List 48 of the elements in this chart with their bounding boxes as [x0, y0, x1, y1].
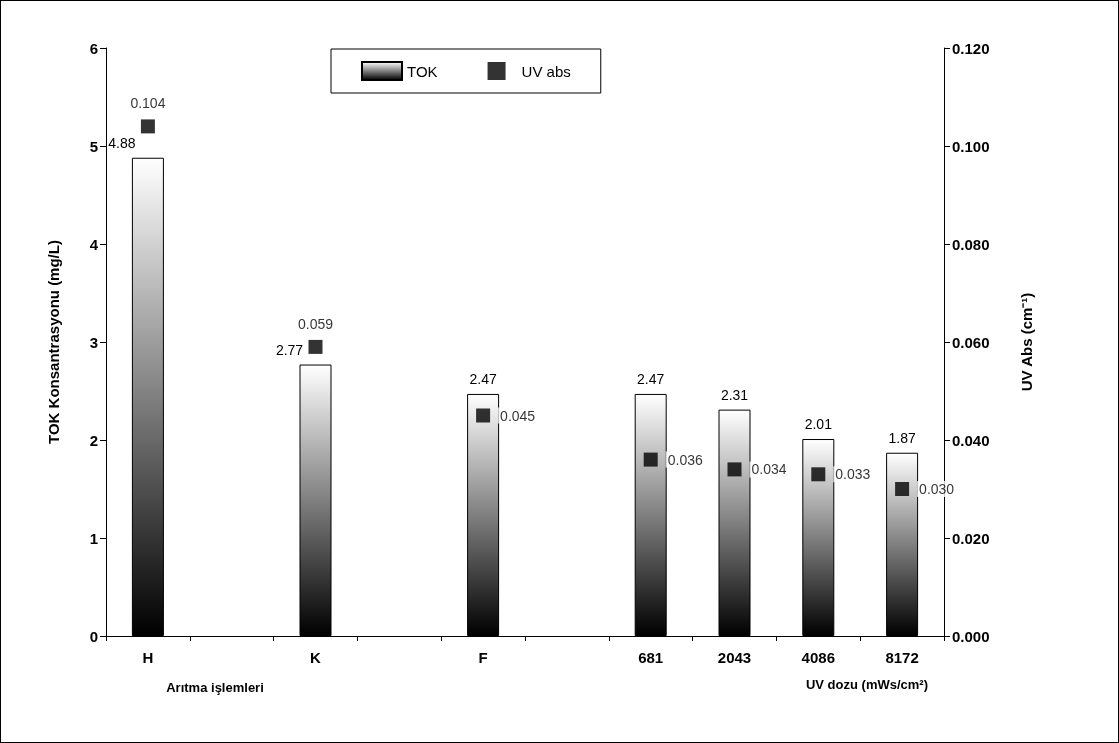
point [895, 482, 910, 496]
text: UV dozu (mWs/cm²) [805, 677, 929, 692]
data-label: 0.059 [297, 315, 334, 332]
point [140, 119, 155, 134]
y-tick-label: 1 [89, 529, 98, 547]
y-tick-label: 2 [89, 431, 98, 449]
data-label: 0.036 [667, 451, 703, 468]
y2-tick-label: 0.040 [952, 431, 990, 449]
x-tick-label: 4086 [801, 649, 835, 666]
legend-label: TOK [407, 62, 438, 80]
point [308, 339, 323, 354]
y-axis-title: TOK Konsantrasyonu (mg/L) [45, 240, 62, 444]
data-label: 0.034 [751, 461, 787, 478]
data-label: 0.030 [919, 481, 955, 497]
x-tick-label: 2043 [717, 649, 752, 666]
data-label: 0.104 [130, 95, 166, 112]
data-label: 4.88 [108, 134, 136, 151]
legend-label: UV abs [521, 62, 571, 80]
y-tick-label: 3 [89, 333, 98, 351]
data-label: 2.01 [804, 416, 833, 433]
point [476, 408, 491, 423]
y2-tick-label: 0.100 [952, 137, 990, 155]
data-label: 2.47 [637, 370, 665, 387]
x-tick-label: H [142, 649, 154, 666]
y-tick-label: 0 [89, 627, 98, 645]
data-label: 0.033 [835, 466, 871, 483]
x-tick-label: K [310, 649, 322, 666]
point [811, 467, 826, 482]
data-label: 2.77 [275, 341, 304, 358]
x-tick-label: 8172 [885, 649, 919, 666]
point [727, 462, 742, 477]
x-axis-title: Arıtma işlemleri [166, 680, 264, 695]
data-label: 2.31 [720, 386, 749, 403]
y2-tick-label: 0.080 [952, 235, 990, 253]
data-label: 1.87 [888, 429, 916, 446]
x-tick-label: F [478, 649, 488, 666]
y-tick-label: 4 [89, 235, 99, 253]
data-label: 0.045 [500, 407, 536, 424]
y2-tick-label: 0.060 [952, 333, 990, 351]
y-tick-label: 6 [89, 39, 98, 57]
data-label: 2.47 [469, 370, 497, 387]
x-tick-label: 681 [638, 649, 664, 666]
point [643, 452, 658, 467]
y2-tick-label: 0.120 [952, 39, 990, 57]
y-tick-label: 5 [89, 137, 98, 155]
y2-tick-label: 0.000 [952, 627, 990, 645]
y2-axis-title: UV Abs (cm⁻¹) [1018, 292, 1035, 392]
y2-tick-label: 0.020 [952, 529, 990, 547]
